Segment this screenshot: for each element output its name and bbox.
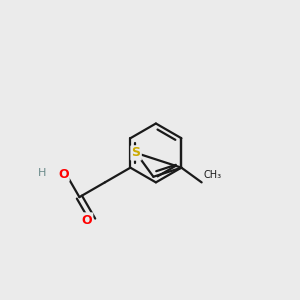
Text: H: H xyxy=(38,168,46,178)
Text: CH₃: CH₃ xyxy=(203,170,221,180)
Text: S: S xyxy=(132,146,141,159)
Text: O: O xyxy=(81,214,92,226)
Text: O: O xyxy=(58,168,68,181)
